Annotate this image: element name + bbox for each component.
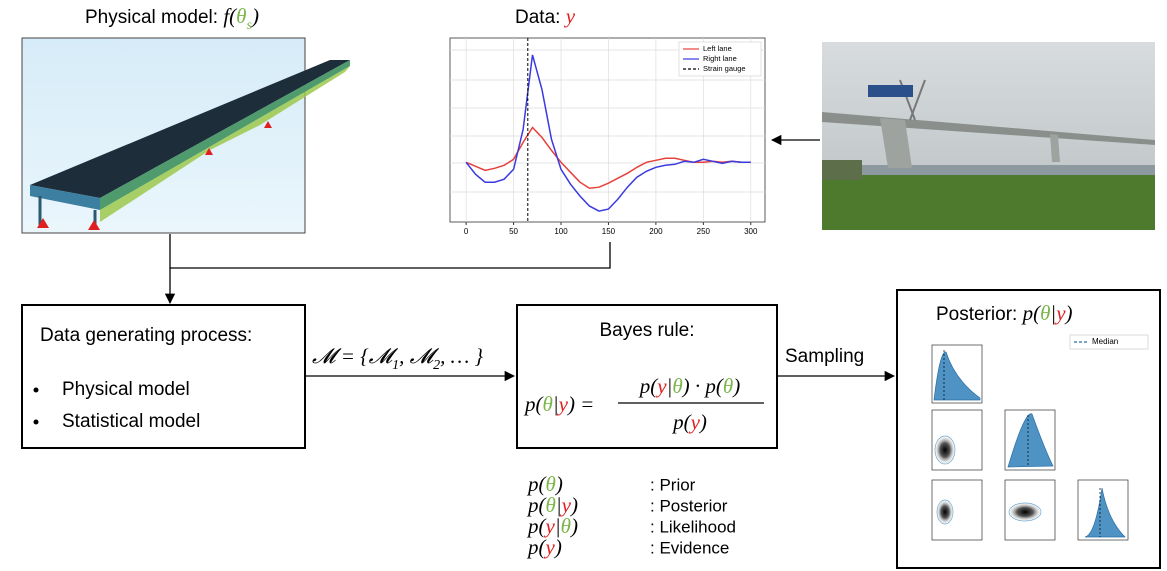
formula-part: y <box>557 392 569 416</box>
dgp-item: Statistical model <box>62 411 200 432</box>
data-title: Data: y <box>515 4 576 28</box>
formula-part: y <box>544 535 556 559</box>
formula-part: , 𝓜 <box>399 344 440 368</box>
formula-part: | <box>555 514 561 538</box>
formula-part: ) · p( <box>682 374 725 398</box>
formula-part: θ <box>723 374 733 398</box>
glossary-meaning: : Prior <box>650 475 696 494</box>
glossary-meaning: : Posterior <box>650 496 728 515</box>
formula-part: 𝓜 = {𝓜 <box>312 344 399 368</box>
glossary-term: p(θ) <box>526 472 563 496</box>
formula-part: y <box>544 514 556 538</box>
formula-part: | <box>1050 301 1056 325</box>
formula-part: | <box>556 493 562 517</box>
formula-part: p( <box>638 374 660 398</box>
formula-part: ) <box>732 374 740 398</box>
glossary-meaning: : Likelihood <box>650 517 736 536</box>
series-line <box>465 126 751 189</box>
formula-part: p( <box>1021 301 1043 325</box>
bayes-box <box>516 304 778 449</box>
glossary-term: p(y|θ) <box>526 514 578 538</box>
bullet <box>33 387 39 393</box>
label: Posterior: <box>936 304 1023 325</box>
glossary-meaning: : Evidence <box>650 538 729 557</box>
formula-part: θ <box>1040 301 1050 325</box>
formula-part: ) <box>554 535 562 559</box>
formula-denominator: p(y) <box>671 410 707 434</box>
bullet <box>33 419 39 425</box>
dgp-box <box>21 304 306 449</box>
formula-part: θ <box>236 4 246 28</box>
model-set: 𝓜 = {𝓜1, 𝓜2, … } <box>312 344 484 373</box>
x-tick-label: 250 <box>697 227 711 236</box>
formula-part: θ <box>561 514 571 538</box>
formula-part: y <box>655 374 667 398</box>
sampling-label: Sampling <box>785 346 864 367</box>
legend-label: Left lane <box>703 44 732 53</box>
formula-part: p( <box>671 410 693 434</box>
glossary-term: p(y) <box>526 535 562 559</box>
formula-part: θ <box>546 472 556 496</box>
bridge-photo <box>822 42 1155 230</box>
formula-part: ) = <box>567 392 594 416</box>
dgp-item: Physical model <box>62 379 190 400</box>
formula-numerator: p(y|θ) · p(θ) <box>638 374 741 398</box>
label: Data: <box>515 7 566 28</box>
formula-part: ) <box>1065 301 1073 325</box>
formula-part: ) <box>570 514 578 538</box>
formula-part: p( <box>526 493 548 517</box>
formula-part: y <box>1054 301 1066 325</box>
x-tick-label: 50 <box>509 227 518 236</box>
formula-part: y <box>560 493 572 517</box>
bayes-title: Bayes rule: <box>599 320 694 341</box>
formula-part: f( <box>223 4 238 28</box>
x-tick-label: 300 <box>744 227 758 236</box>
connector <box>169 234 611 269</box>
formula-part: s <box>247 18 253 33</box>
posterior-title: Posterior: p(θ|y) <box>936 301 1073 325</box>
formula-part: | <box>553 392 559 416</box>
formula-part: p( <box>526 535 548 559</box>
formula-part: ) <box>251 4 259 28</box>
formula-part: 2 <box>433 358 440 373</box>
formula-part: p( <box>526 514 548 538</box>
corner-plot <box>931 334 1149 541</box>
legend-label: Median <box>1092 337 1118 346</box>
x-tick-label: 0 <box>464 227 469 236</box>
formula-part: θ <box>543 392 553 416</box>
x-tick-label: 100 <box>554 227 568 236</box>
formula-part: ) <box>570 493 578 517</box>
formula-part: θ <box>546 493 556 517</box>
formula-part: 1 <box>392 358 399 373</box>
formula-part: p( <box>526 472 548 496</box>
x-tick-label: 150 <box>602 227 616 236</box>
formula-part: ) <box>555 472 563 496</box>
formula-part: y <box>689 410 701 434</box>
x-tick-label: 200 <box>649 227 663 236</box>
formula-part: , … } <box>440 344 483 368</box>
formula-lhs: p(θ|y) = <box>523 392 594 416</box>
glossary-term: p(θ|y) <box>526 493 578 517</box>
formula-part: θ <box>672 374 682 398</box>
formula-part: y <box>564 4 576 28</box>
formula-part: ) <box>699 410 707 434</box>
legend-label: Right lane <box>703 54 737 63</box>
label: Physical model: <box>85 7 223 28</box>
dgp-title: Data generating process: <box>40 325 252 346</box>
formula-part: | <box>667 374 673 398</box>
physical-model-title: Physical model: f(θs) <box>85 4 259 33</box>
fe-model-image <box>21 37 350 234</box>
formula-part: p( <box>523 392 545 416</box>
series-line <box>465 54 751 212</box>
legend-label: Strain gauge <box>703 64 746 73</box>
